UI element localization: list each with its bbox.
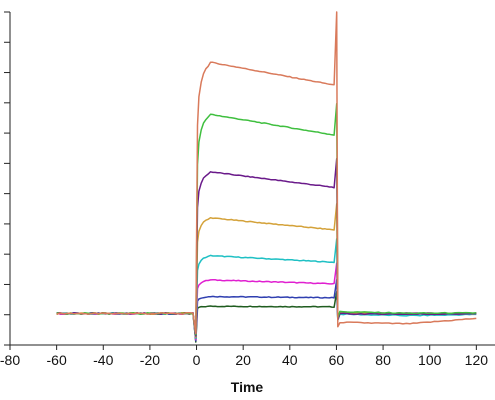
x-axis-label: Time <box>231 379 264 395</box>
series-line-8 <box>56 11 477 335</box>
series-line-6 <box>56 158 477 337</box>
series-line-7 <box>56 102 477 336</box>
x-tick-label: -20 <box>140 352 160 368</box>
series-line-1 <box>56 290 477 343</box>
x-tick-label: 40 <box>282 352 298 368</box>
x-tick-label: 60 <box>329 352 345 368</box>
series-line-5 <box>56 203 477 338</box>
x-tick-label: 80 <box>375 352 391 368</box>
x-tick-label: -40 <box>93 352 113 368</box>
x-tick-label: 100 <box>418 352 442 368</box>
series-line-3 <box>56 262 477 341</box>
chart-series <box>56 11 477 343</box>
x-tick-label: -60 <box>47 352 67 368</box>
x-tick-label: 120 <box>465 352 489 368</box>
x-tick-label: 20 <box>235 352 251 368</box>
x-tick-label: 0 <box>193 352 201 368</box>
series-line-2 <box>56 279 477 342</box>
chart-axes: -80 -60 -40 -20 0 20 40 60 80 100 120 <box>0 11 495 368</box>
x-tick-label: -80 <box>0 352 20 368</box>
